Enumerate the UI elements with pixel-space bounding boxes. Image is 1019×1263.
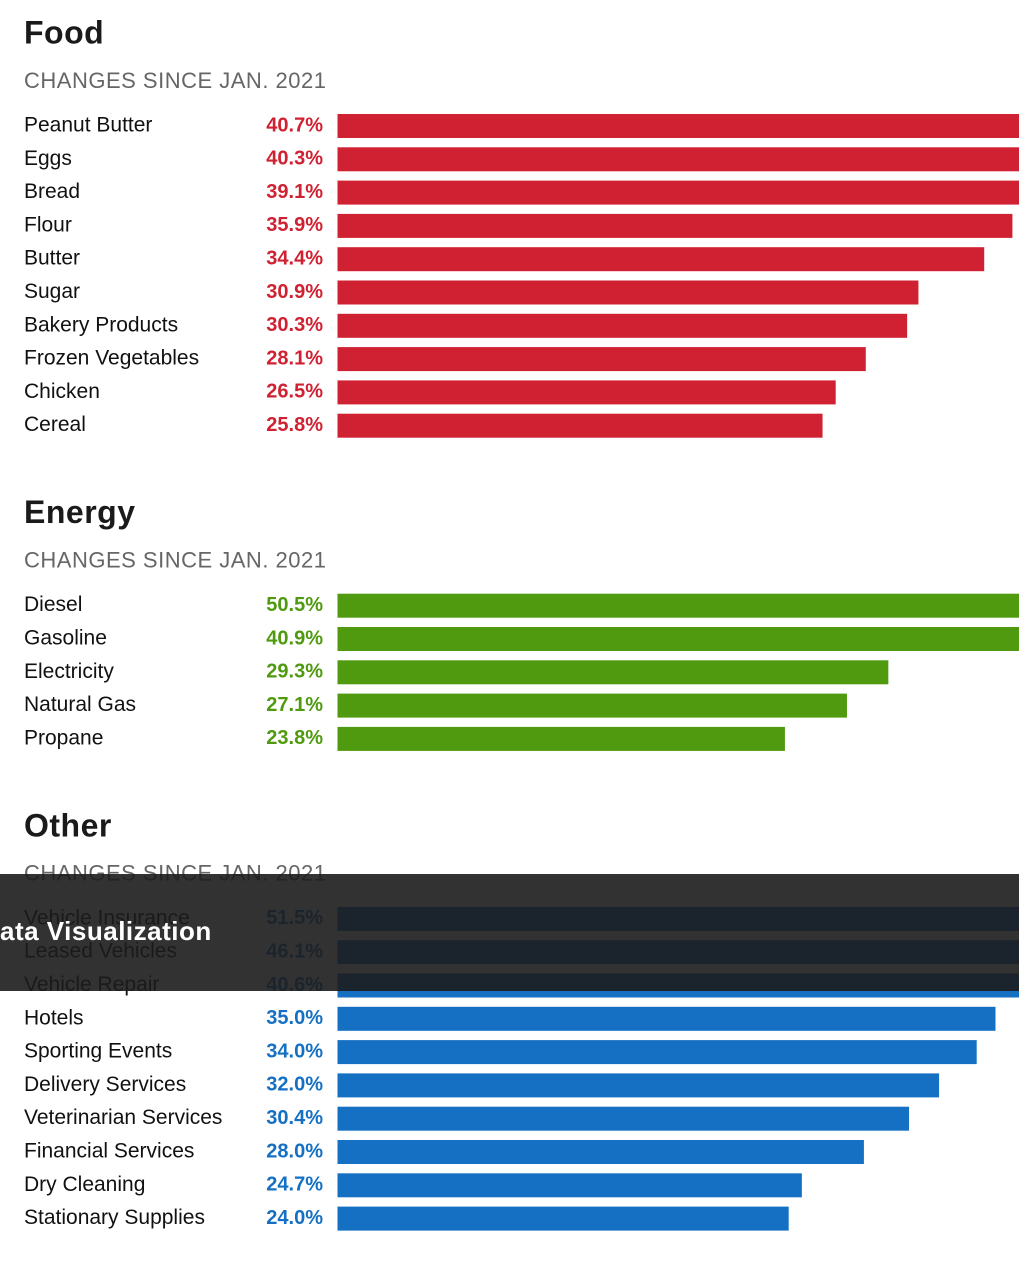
value-label: 40.9%: [266, 627, 323, 649]
bar: [337, 1140, 864, 1164]
chart-title: Other: [24, 807, 112, 843]
bar: [337, 180, 1019, 205]
bar: [337, 660, 889, 685]
category-label: Flour: [24, 213, 72, 236]
bar: [337, 726, 785, 751]
category-label: Chicken: [24, 380, 100, 403]
category-label: Eggs: [24, 147, 72, 170]
bar: [337, 114, 1019, 138]
chart-subtitle: CHANGES SINCE JAN. 2021: [24, 68, 326, 93]
category-label: Sugar: [24, 280, 80, 303]
category-label: Dry Cleaning: [24, 1173, 145, 1196]
value-label: 23.8%: [266, 727, 323, 749]
bar: [337, 147, 1019, 172]
value-label: 24.0%: [266, 1207, 323, 1229]
bar: [337, 1006, 996, 1031]
category-label: Butter: [24, 247, 80, 270]
category-label: Stationary Supplies: [24, 1206, 205, 1229]
bar: [337, 593, 1019, 618]
bar: [337, 693, 847, 718]
bar: [337, 413, 823, 438]
bar: [337, 347, 866, 372]
value-label: 35.0%: [266, 1007, 323, 1029]
category-label: Hotels: [24, 1006, 84, 1029]
bar: [337, 1040, 977, 1065]
value-label: 29.3%: [266, 661, 323, 683]
category-label: Gasoline: [24, 627, 107, 650]
overlay-text: ata Visualization: [0, 916, 212, 946]
charts: Food CHANGES SINCE JAN. 2021 Peanut Butter…: [24, 14, 1019, 1231]
value-label: 40.7%: [266, 114, 323, 136]
value-label: 32.0%: [266, 1074, 323, 1096]
value-label: 30.3%: [266, 314, 323, 336]
category-label: Veterinarian Services: [24, 1106, 222, 1129]
chart-title: Food: [24, 14, 104, 50]
category-label: Electricity: [24, 660, 114, 683]
bar: [337, 280, 919, 305]
value-label: 40.3%: [266, 148, 323, 170]
category-label: Diesel: [24, 593, 82, 616]
value-label: 27.1%: [266, 694, 323, 716]
bar: [337, 1173, 802, 1198]
category-label: Propane: [24, 726, 103, 749]
value-label: 25.8%: [266, 414, 323, 436]
category-label: Bakery Products: [24, 313, 178, 336]
category-label: Cereal: [24, 413, 86, 436]
value-label: 30.4%: [266, 1107, 323, 1129]
category-label: Natural Gas: [24, 693, 136, 716]
chart-title: Energy: [24, 494, 135, 530]
value-label: 30.9%: [266, 281, 323, 303]
value-label: 28.0%: [266, 1140, 323, 1162]
overlay-background: [0, 874, 1019, 991]
chart-subtitle: CHANGES SINCE JAN. 2021: [24, 548, 326, 573]
value-label: 28.1%: [266, 347, 323, 369]
value-label: 35.9%: [266, 214, 323, 236]
value-label: 34.0%: [266, 1040, 323, 1062]
bar: [337, 1106, 910, 1131]
bar: [337, 380, 836, 405]
category-label: Bread: [24, 180, 80, 203]
category-label: Frozen Vegetables: [24, 347, 199, 370]
value-label: 24.7%: [266, 1174, 323, 1196]
category-label: Financial Services: [24, 1140, 194, 1163]
value-label: 34.4%: [266, 247, 323, 269]
value-label: 50.5%: [266, 594, 323, 616]
overlay-banner: ata Visualization: [0, 874, 1019, 991]
value-label: 26.5%: [266, 381, 323, 403]
bar: [337, 1206, 789, 1231]
bar: [337, 247, 985, 272]
value-label: 39.1%: [266, 181, 323, 203]
category-label: Sporting Events: [24, 1040, 172, 1063]
bar: [337, 1073, 940, 1098]
bar: [337, 627, 1019, 651]
bar: [337, 213, 1013, 238]
category-label: Peanut Butter: [24, 114, 152, 137]
bar: [337, 313, 908, 338]
category-label: Delivery Services: [24, 1073, 186, 1096]
